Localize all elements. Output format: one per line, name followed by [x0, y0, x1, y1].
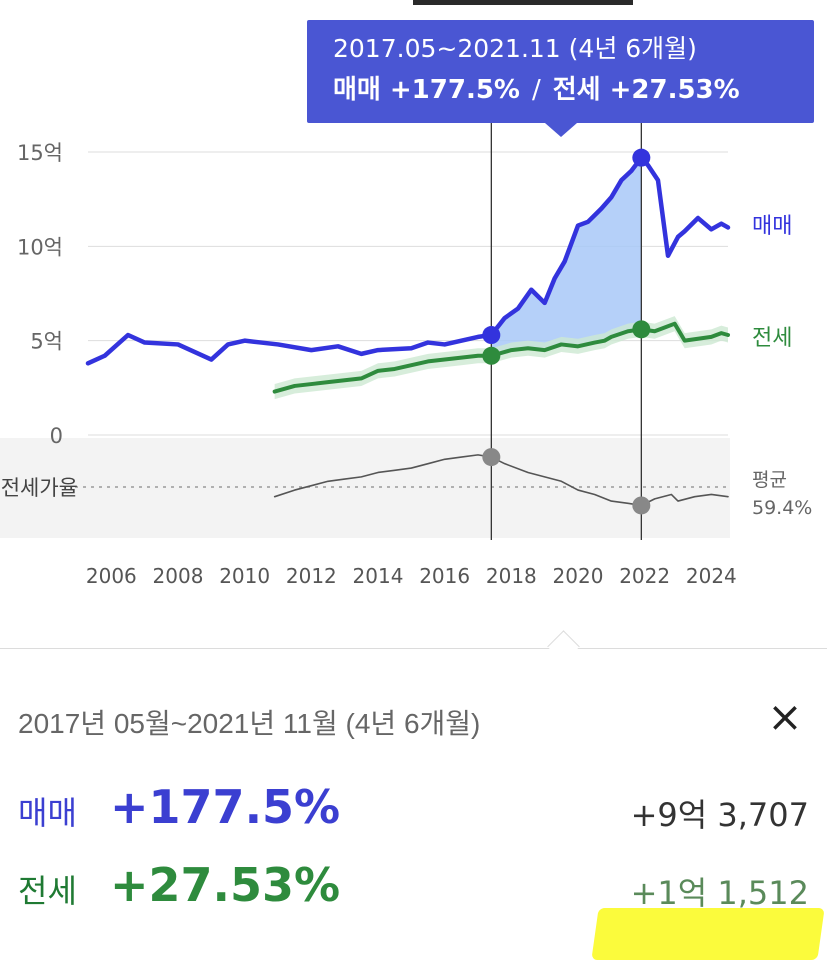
jeonse-amount: +1억 1,512 — [630, 874, 809, 912]
x-tick-label: 2018 — [486, 564, 537, 588]
period-text: 2017년 05월~2021년 11월 (4년 6개월) — [18, 708, 481, 739]
y-tick-label: 0 — [50, 424, 63, 448]
sale-start-marker — [482, 326, 501, 345]
y-tick-label: 10억 — [17, 235, 63, 259]
sale-series-label: 매매 — [752, 214, 792, 239]
x-tick-label: 2012 — [286, 564, 337, 588]
x-tick-label: 2020 — [553, 564, 604, 588]
sale-percent: +177.5% — [110, 780, 341, 834]
ratio-start-marker — [482, 448, 501, 467]
sale-summary-row: 매매 +177.5% +9억 3,707 — [0, 780, 827, 960]
tooltip-jeonse-change: 전세 +27.53% — [552, 75, 740, 105]
range-tooltip: 2017.05~2021.11 (4년 6개월) 매매 +177.5% / 전세 +… — [307, 20, 814, 123]
jeonse-series-label: 전세 — [752, 326, 792, 351]
jeonse-label: 전세 — [18, 872, 77, 910]
jeonse-series-line — [272, 321, 730, 394]
jeonse-summary-row: 전세 +27.53% +1억 1,512 — [0, 858, 827, 918]
ratio-panel-bg — [0, 438, 730, 538]
x-tick-label: 2024 — [686, 564, 737, 588]
y-tick-label: 5억 — [30, 330, 63, 354]
panel-divider — [0, 648, 827, 649]
top-scroll-indicator — [413, 0, 633, 5]
sale-end-marker — [632, 148, 651, 167]
summary-panel: 2017년 05월~2021년 11월 (4년 6개월) × 매매 +177.5… — [0, 650, 827, 960]
tooltip-separator: / — [531, 75, 541, 105]
jeonse-end-marker — [632, 320, 651, 339]
ratio-end-marker — [632, 496, 651, 515]
sale-label: 매매 — [18, 794, 77, 832]
y-tick-label: 15억 — [17, 141, 63, 165]
ratio-axis-label: 전세가율 — [1, 476, 78, 500]
x-tick-label: 2016 — [419, 564, 470, 588]
ratio-average-value: 59.4% — [752, 497, 812, 519]
ratio-average-label: 평균 — [752, 469, 787, 491]
x-tick-label: 2014 — [353, 564, 404, 588]
tooltip-arrow — [545, 123, 577, 137]
jeonse-percent: +27.53% — [110, 858, 341, 912]
close-icon[interactable]: × — [767, 692, 803, 741]
x-tick-label: 2008 — [153, 564, 204, 588]
sale-amount: +9억 3,707 — [630, 796, 809, 834]
tooltip-range: 2017.05~2021.11 (4년 6개월) — [333, 34, 697, 63]
x-tick-label: 2010 — [219, 564, 270, 588]
sale-series-line — [85, 155, 731, 366]
tooltip-sale-change: 매매 +177.5% — [333, 75, 520, 105]
jeonse-start-marker — [482, 346, 501, 365]
tooltip-change: 매매 +177.5% / 전세 +27.53% — [333, 68, 814, 112]
x-tick-label: 2006 — [86, 564, 137, 588]
x-tick-label: 2022 — [619, 564, 670, 588]
ratio-series-line — [273, 454, 729, 507]
